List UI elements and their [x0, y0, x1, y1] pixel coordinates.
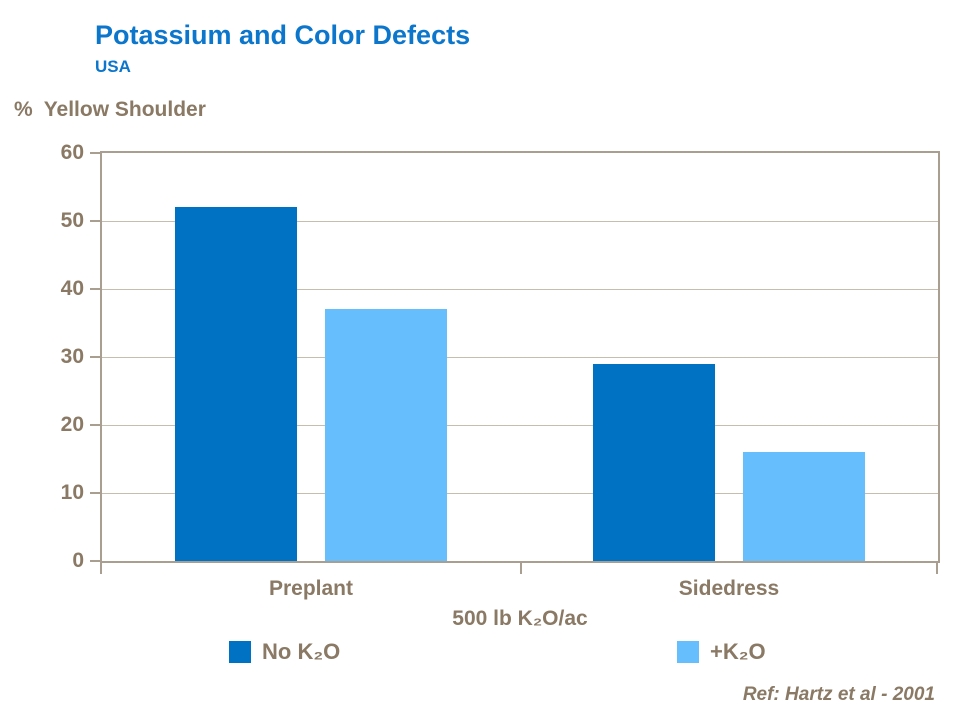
chart-subtitle: USA — [95, 57, 131, 76]
legend-label-no-k2o: No K₂O — [262, 639, 341, 664]
y-axis-label-unit: % — [14, 98, 33, 121]
x-tick-1 — [520, 561, 522, 574]
y-tick-10 — [90, 492, 100, 494]
gridline-30 — [102, 356, 938, 358]
y-tick-20 — [90, 424, 100, 426]
legend-label-plus-k2o: +K₂O — [710, 639, 766, 664]
y-tick-label-60: 60 — [60, 141, 84, 164]
reference-note: Ref: Hartz et al - 2001 — [742, 684, 935, 705]
chart-title: Potassium and Color Defects — [95, 20, 471, 50]
y-axis-label: % Yellow Shoulder — [14, 98, 206, 122]
y-tick-label-40: 40 — [60, 277, 84, 300]
y-tick-0 — [90, 560, 100, 562]
bar-sidedress-plus-k2o — [743, 452, 865, 561]
category-label-sidedress: Sidedress — [678, 577, 780, 600]
bar-preplant-plus-k2o — [325, 309, 447, 561]
gridline-20 — [102, 424, 938, 426]
y-tick-30 — [90, 356, 100, 358]
y-tick-60 — [90, 152, 100, 154]
plot-area: 0 10 20 30 40 50 60 Preplant Sidedress — [61, 141, 940, 600]
gridline-50 — [102, 220, 938, 222]
y-tick-50 — [90, 220, 100, 222]
y-tick-label-20: 20 — [60, 413, 84, 436]
legend-swatch-plus-k2o — [677, 641, 699, 663]
legend-item-no-k2o: No K₂O — [229, 639, 340, 665]
y-tick-40 — [90, 288, 100, 290]
y-tick-label-50: 50 — [60, 209, 84, 232]
category-label-preplant: Preplant — [268, 577, 354, 600]
x-tick-0 — [100, 561, 102, 574]
gridline-40 — [102, 288, 938, 290]
y-tick-label-0: 0 — [72, 549, 84, 572]
gridline-10 — [102, 492, 938, 494]
legend-item-plus-k2o: +K₂O — [677, 639, 766, 665]
y-axis-label-text: Yellow Shoulder — [43, 98, 206, 121]
y-tick-label-30: 30 — [60, 345, 84, 368]
bar-sidedress-no-k2o — [593, 363, 715, 561]
legend-swatch-no-k2o — [229, 641, 251, 663]
x-tick-2 — [936, 561, 938, 574]
x-axis-title: 500 lb K₂O/ac — [452, 607, 588, 630]
y-tick-label-10: 10 — [60, 481, 84, 504]
bar-preplant-no-k2o — [175, 207, 297, 561]
